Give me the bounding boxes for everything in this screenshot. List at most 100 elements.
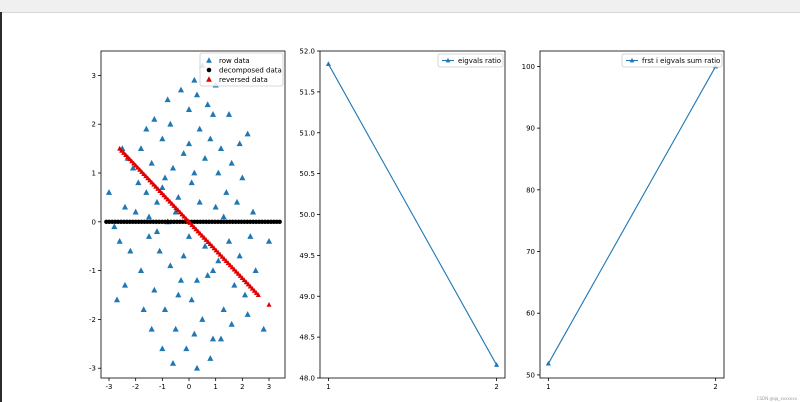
row-data-point xyxy=(167,262,174,269)
row-data-point xyxy=(212,203,219,210)
x-tick-label: -1 xyxy=(159,383,166,391)
row-data-point xyxy=(153,198,161,205)
x-tick-label: 3 xyxy=(267,383,271,391)
row-data-point xyxy=(233,198,241,205)
legend-label: decomposed data xyxy=(219,67,282,75)
row-data-point xyxy=(127,247,134,254)
y-tick-label: -3 xyxy=(89,365,96,373)
row-data-point xyxy=(188,179,195,186)
row-data-point xyxy=(228,320,235,327)
row-data-point xyxy=(159,135,166,142)
row-data-point xyxy=(121,203,129,210)
row-data-point xyxy=(209,335,217,342)
legend-label: eigvals ratio xyxy=(458,57,501,65)
y-tick-label: 52.0 xyxy=(299,48,315,56)
x-tick-label: 1 xyxy=(213,383,217,391)
row-data-point xyxy=(236,252,243,259)
row-data-point xyxy=(204,272,211,278)
legend-marker xyxy=(206,57,212,63)
y-tick-label: -1 xyxy=(89,267,96,275)
series-point xyxy=(494,362,500,367)
row-data-point xyxy=(177,86,185,93)
x-tick-label: -2 xyxy=(132,383,139,391)
row-data-point xyxy=(193,91,201,98)
row-data-point xyxy=(175,291,182,298)
row-data-point xyxy=(201,154,209,161)
y-tick-label: 49.0 xyxy=(299,293,315,301)
x-tick-label: 1 xyxy=(546,383,550,391)
row-data-point xyxy=(215,257,222,264)
y-tick-label: 51.0 xyxy=(299,129,315,137)
row-data-point xyxy=(161,306,169,313)
row-data-point xyxy=(145,213,153,220)
x-tick-label: 2 xyxy=(713,383,717,391)
row-data-point xyxy=(223,189,230,195)
legend: frst i eigvals sum ratio xyxy=(621,53,723,68)
row-data-point xyxy=(105,189,113,195)
legend-label: frst i eigvals sum ratio xyxy=(642,57,720,65)
row-data-point xyxy=(220,306,227,313)
row-data-point xyxy=(209,267,217,274)
row-data-point xyxy=(175,194,182,200)
row-data-point xyxy=(193,364,201,371)
y-tick-label: 100 xyxy=(522,63,535,71)
row-data-point xyxy=(217,145,225,151)
series-point xyxy=(545,360,551,366)
row-data-point xyxy=(241,291,249,298)
row-data-point xyxy=(191,76,198,83)
legend-box xyxy=(437,53,504,68)
row-data-point xyxy=(204,101,211,108)
row-data-point xyxy=(129,164,137,171)
row-data-point xyxy=(180,252,187,259)
row-data-point xyxy=(167,120,174,127)
row-data-point xyxy=(169,359,177,366)
y-tick-label: 80 xyxy=(526,186,535,194)
row-data-point xyxy=(132,208,139,215)
y-tick-label: 48.5 xyxy=(299,334,315,342)
row-data-point xyxy=(260,325,267,332)
x-tick-label: 0 xyxy=(187,383,191,391)
legend-marker xyxy=(629,57,635,63)
series-line xyxy=(547,66,717,364)
legend-label: reversed data xyxy=(219,76,268,84)
row-data-point xyxy=(172,325,179,332)
row-data-point xyxy=(140,306,147,313)
legend-marker xyxy=(206,67,212,73)
eigvals-sum-ratio-plot: 1 2 50 60 70 80 90 100 frst i eigvals sum ratio xyxy=(522,50,725,391)
row-data-point xyxy=(201,242,209,249)
legend: eigvals ratio xyxy=(437,53,504,68)
y-tick-label: 49.5 xyxy=(299,252,315,260)
row-data-point xyxy=(137,145,145,151)
decomposed-data-point xyxy=(277,219,282,225)
row-data-point xyxy=(207,135,214,142)
reversed-data-point xyxy=(266,301,272,307)
row-data-point xyxy=(193,276,201,283)
legend-marker xyxy=(445,57,451,63)
row-data-point xyxy=(249,208,257,215)
scatter-plot: -3 -2 -1 0 1 2 3 -3 -2 -1 0 1 2 3 row data decomposed d… xyxy=(89,50,286,391)
watermark: CSDN @qq_xxxxxxx xyxy=(756,396,797,401)
window-left-edge xyxy=(0,12,2,402)
row-data-point xyxy=(161,174,169,181)
row-data-point xyxy=(137,267,145,274)
row-data-point xyxy=(191,330,198,337)
legend-box xyxy=(199,52,284,87)
row-data-point xyxy=(188,296,195,303)
row-data-point xyxy=(247,233,254,239)
y-tick-label: 90 xyxy=(526,125,535,133)
row-data-point xyxy=(148,325,155,332)
row-data-point xyxy=(236,140,243,147)
row-data-point xyxy=(135,179,142,186)
row-data-point xyxy=(231,281,238,288)
y-tick-label: -2 xyxy=(89,316,96,324)
y-tick-label: 51.5 xyxy=(299,88,315,96)
y-tick-label: 60 xyxy=(526,310,535,318)
axes-frame xyxy=(319,50,506,379)
row-data-point xyxy=(196,198,203,205)
axes-frame xyxy=(539,50,725,379)
row-data-point xyxy=(185,140,193,147)
window-top-bar xyxy=(0,0,800,13)
row-data-point xyxy=(121,281,129,288)
row-data-point xyxy=(265,237,273,244)
